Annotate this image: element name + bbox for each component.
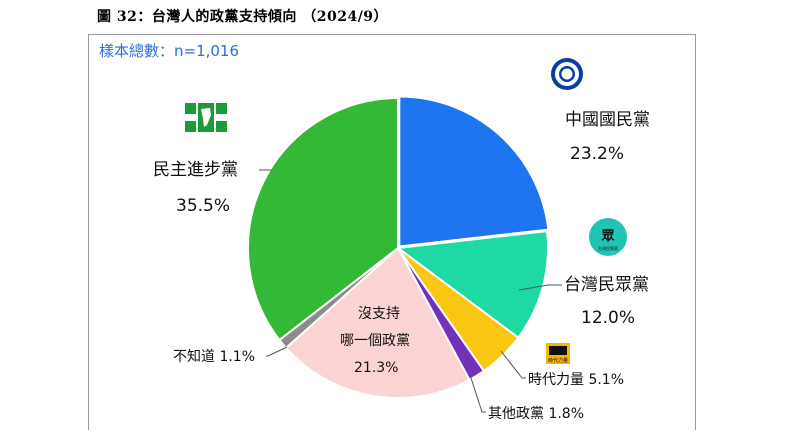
slice-kmt bbox=[398, 95, 550, 248]
label-none-pct: 21.3% bbox=[354, 360, 398, 376]
tpp-logo-icon: 眾 台灣民眾黨 bbox=[589, 218, 627, 256]
label-kmt-pct: 23.2% bbox=[570, 144, 624, 164]
slice-tpp bbox=[395, 229, 549, 340]
leader-dontknow bbox=[266, 346, 288, 357]
dpp-logo-icon bbox=[185, 103, 227, 132]
label-dpp-name: 民主進步黨 bbox=[153, 160, 238, 180]
label-other: 其他政黨 1.8% bbox=[488, 406, 584, 422]
label-dpp-pct: 35.5% bbox=[176, 196, 230, 216]
svg-text:時代力量: 時代力量 bbox=[548, 357, 568, 364]
leader-npp bbox=[500, 350, 526, 379]
kmt-logo-icon bbox=[551, 58, 583, 90]
chart-panel bbox=[88, 34, 696, 430]
leader-other bbox=[470, 377, 486, 413]
leader-lines bbox=[259, 169, 562, 413]
label-none-line1: 沒支持 bbox=[358, 305, 400, 322]
label-tpp-pct: 12.0% bbox=[581, 308, 635, 328]
label-dontknow: 不知道 1.1% bbox=[173, 348, 255, 365]
label-kmt-name: 中國國民黨 bbox=[565, 110, 650, 130]
slice-dpp bbox=[247, 96, 399, 342]
svg-text:眾: 眾 bbox=[600, 229, 614, 244]
label-tpp-name: 台灣民眾黨 bbox=[564, 275, 649, 295]
sample-size: 樣本總數：n=1,016 bbox=[99, 42, 240, 60]
figure-title: 圖 32：台灣人的政黨支持傾向 （2024/9） bbox=[97, 9, 389, 25]
slice-none bbox=[284, 246, 471, 399]
label-none-line2: 哪一個政黨 bbox=[340, 333, 410, 349]
leader-tpp bbox=[518, 284, 562, 291]
svg-text:Z: Z bbox=[555, 347, 561, 356]
pie-slices bbox=[247, 95, 550, 399]
npp-logo-icon: Z 時代力量 bbox=[546, 343, 570, 364]
label-npp: 時代力量 5.1% bbox=[528, 372, 624, 388]
svg-text:台灣民眾黨: 台灣民眾黨 bbox=[598, 245, 618, 251]
